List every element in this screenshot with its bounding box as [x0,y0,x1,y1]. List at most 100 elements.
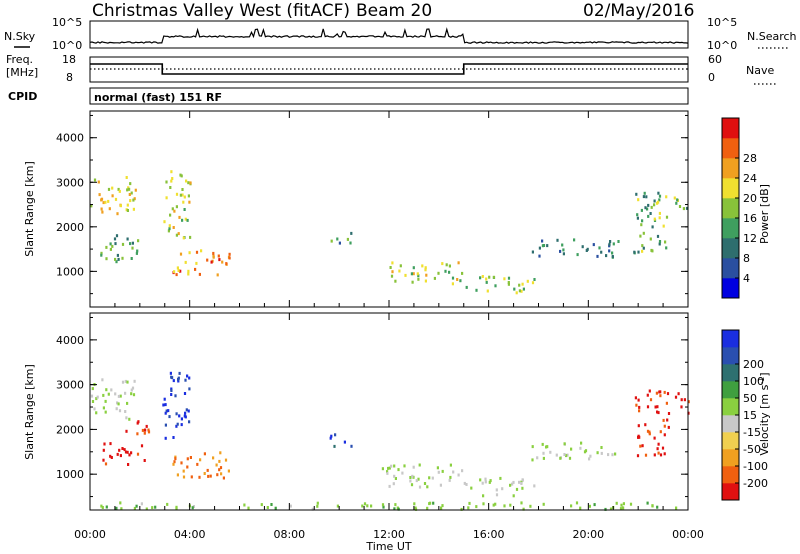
data-cell [175,192,179,196]
data-cell [346,237,349,241]
data-cell [401,471,404,475]
data-cell [183,392,187,395]
data-cell [190,475,193,479]
data-cell [247,506,250,510]
velocity-colorbar-swatch [722,381,739,399]
data-cell [658,194,662,198]
data-cell [164,423,167,427]
data-cell [219,466,223,470]
data-cell [641,219,644,223]
data-cell [215,463,218,467]
data-cell [105,245,108,249]
time-axis: 00:00 04:00 08:00 12:00 16:00 20:00 00:00 [74,111,704,541]
power-colorbar-swatch [722,178,739,199]
data-cell [617,240,620,243]
data-cell [389,266,392,269]
data-cell [100,197,104,201]
data-cell [607,453,610,457]
data-cell [417,477,420,481]
data-cell [397,507,400,511]
data-cell [531,445,534,449]
data-cell [164,436,167,440]
xtick-label: 00:00 [74,528,106,541]
data-cell [503,504,506,508]
data-cell [658,198,661,202]
data-cell [125,176,128,179]
data-cell [459,279,462,283]
data-cell [425,273,428,277]
data-cell [129,182,132,186]
data-cell [143,459,146,462]
data-cell [526,279,529,283]
data-cell [110,456,113,459]
data-cell [181,188,184,191]
cpid-strip-frame [89,87,689,105]
data-cell [104,462,108,466]
data-cell [182,469,185,473]
nsky-label: N.Sky [4,30,36,43]
cpid-text: normal (fast) 151 RF [94,91,222,104]
data-cell [656,505,659,509]
data-cell [637,424,640,428]
data-cell [592,243,595,247]
data-cell [206,258,209,262]
data-cell [184,378,187,382]
data-cell [511,482,514,486]
data-cell [133,379,136,383]
data-cell [225,262,228,266]
data-cell [136,452,140,456]
data-cell [182,236,185,240]
data-cell [598,246,601,250]
nsearch-tick-top: 10^5 [707,16,737,29]
velocity-colorbar-tick-label: -15 [743,426,761,439]
data-cell [117,402,120,406]
data-cell [614,452,617,456]
data-cell [171,177,174,180]
data-cell [115,506,118,510]
data-cell [605,254,608,258]
data-cell [575,501,579,505]
data-cell [451,276,455,280]
data-cell [596,451,599,455]
data-cell [188,387,191,391]
data-cell [195,261,198,265]
xtick-label: 00:00 [672,528,704,541]
data-cell [113,237,117,241]
data-cell [330,239,333,243]
data-cell [188,200,191,204]
velocity-colorbar-tick-label: 15 [743,409,757,422]
data-cell [489,479,492,483]
data-cell [484,477,487,481]
data-cell [316,504,319,508]
data-cell [183,208,186,211]
data-cell [388,484,391,488]
data-cell [120,507,123,511]
data-cell [644,423,647,427]
data-cell [513,287,516,291]
data-cell [646,405,650,409]
data-cell [171,207,174,211]
data-cell [667,425,670,429]
data-cell [600,250,603,254]
data-cell [600,446,603,449]
data-cell [570,447,573,451]
data-cell [415,479,418,483]
data-cell [196,462,199,466]
data-cell [151,506,154,510]
data-cell [687,400,690,404]
data-cell [521,478,524,482]
data-cell [114,242,117,246]
nave-tick-bottom: 0 [708,71,715,84]
data-cell [175,412,178,416]
data-cell [520,289,523,293]
data-cell [667,412,671,415]
data-cell [140,444,144,448]
data-cell [641,249,644,253]
nsky-tick-top: 10^5 [52,16,82,29]
data-cell [479,478,482,482]
data-cell [173,209,176,213]
data-cell [90,204,93,208]
data-cell [520,482,523,485]
data-cell [178,414,181,418]
